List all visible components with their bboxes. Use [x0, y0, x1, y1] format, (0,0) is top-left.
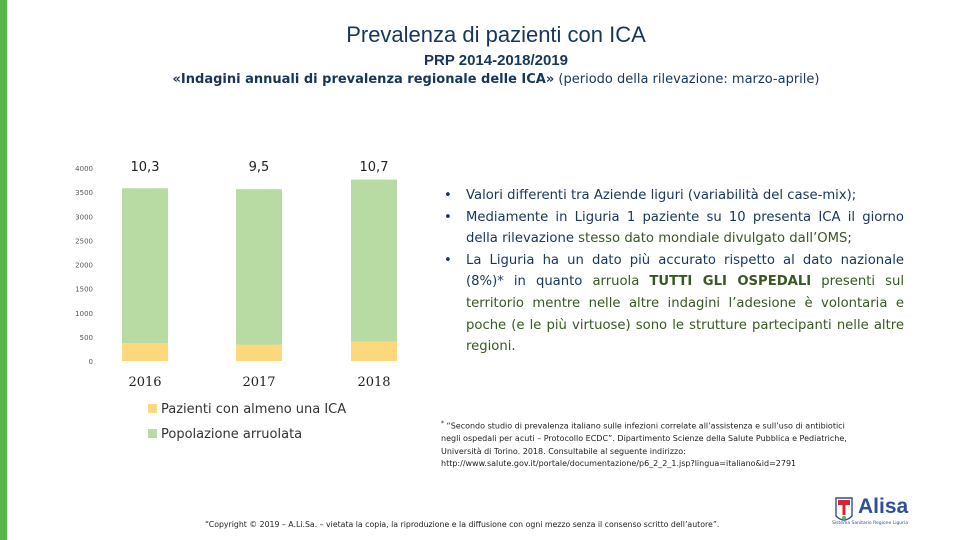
bar-segment-ica: [122, 343, 168, 361]
bar-segment-ica: [351, 341, 397, 361]
legend-label-population: Popolazione arruolata: [161, 427, 303, 442]
note-text: Valori differenti tra Aziende liguri (va…: [466, 188, 857, 203]
x-tick-label: 2018: [357, 375, 390, 390]
page-subtitle: PRP 2014-2018/2019: [423, 52, 568, 69]
note-item: Valori differenti tra Aziende liguri (va…: [444, 185, 904, 207]
y-tick-label: 4000: [75, 165, 93, 173]
legend-item-ica: Pazienti con almeno una ICA: [148, 402, 346, 417]
footnote: * “Secondo studio di prevalenza italiano…: [441, 418, 911, 471]
survey-period: (periodo della rilevazione: marzo-aprile…: [554, 72, 820, 87]
notes-list: Valori differenti tra Aziende liguri (va…: [444, 185, 904, 358]
logo-name: Alisa: [858, 495, 909, 518]
footnote-line: negli ospedali per acuti – Protocollo EC…: [441, 434, 847, 444]
bar-segment-population: [122, 188, 168, 344]
note-item: La Liguria ha un dato più accurato rispe…: [444, 250, 904, 358]
y-tick-label: 3500: [75, 189, 93, 197]
data-label: 10,3: [131, 160, 160, 175]
data-label: 9,5: [249, 160, 270, 175]
bar-segment-ica: [236, 344, 282, 361]
footnote-text: “Secondo studio di prevalenza italiano s…: [444, 421, 845, 431]
footnote-line: Università di Torino. 2018. Consultabile…: [441, 446, 686, 456]
footnote-line: * “Secondo studio di prevalenza italiano…: [441, 418, 911, 433]
page-subtitle-detail: «Indagini annuali di prevalenza regional…: [0, 72, 960, 87]
y-tick-label: 1000: [75, 310, 93, 318]
footnote-star: *: [441, 420, 444, 427]
bar-segment-population: [351, 179, 397, 342]
prevalence-bar-chart: 0 500 1000 1500 2000 2500 3000 3500 4000 10,3 2016…: [75, 160, 397, 390]
note-text: .: [511, 339, 516, 355]
copyright-notice: “Copyright © 2019 – A.Li.Sa. – vietata l…: [205, 520, 720, 529]
note-text: La Liguria ha un dato più accurato rispe…: [466, 252, 904, 290]
survey-name: «Indagini annuali di prevalenza regional…: [172, 72, 555, 87]
note-highlight: stesso dato mondiale divulgato dall’OMS: [578, 231, 848, 247]
data-label: 10,7: [360, 160, 389, 175]
page-title: Prevalenza di pazienti con ICA: [346, 22, 646, 47]
legend-item-population: Popolazione arruolata: [148, 427, 302, 442]
y-tick-label: 500: [80, 334, 93, 342]
note-highlight: presenti sul territorio mentre nelle alt…: [466, 274, 904, 355]
legend-swatch-ica: [148, 404, 157, 413]
bar-segment-population: [236, 189, 282, 345]
legend-swatch-population: [148, 429, 157, 438]
x-tick-label: 2016: [128, 375, 161, 390]
y-tick-label: 2500: [75, 237, 93, 245]
y-tick-label: 1500: [75, 286, 93, 294]
y-tick-label: 2000: [75, 262, 93, 270]
alisa-logo: [835, 497, 853, 521]
footnote-link[interactable]: http://www.salute.gov.it/portale/documen…: [441, 459, 797, 469]
note-item: Mediamente in Liguria 1 paziente su 10 p…: [444, 207, 904, 250]
note-text: ;: [847, 231, 852, 247]
logo-tagline: Sistema Sanitario Regione Liguria: [832, 521, 909, 526]
y-tick-label: 0: [89, 358, 93, 366]
y-tick-label: 3000: [75, 213, 93, 221]
note-text: Mediamente in Liguria 1 paziente su 10 p…: [466, 209, 904, 247]
x-tick-label: 2017: [242, 375, 275, 390]
note-highlight-bold: TUTTI GLI OSPEDALI: [649, 274, 812, 290]
note-highlight: arruola: [592, 274, 650, 290]
accent-bar: [0, 0, 7, 540]
legend-label-ica: Pazienti con almeno una ICA: [161, 402, 347, 417]
